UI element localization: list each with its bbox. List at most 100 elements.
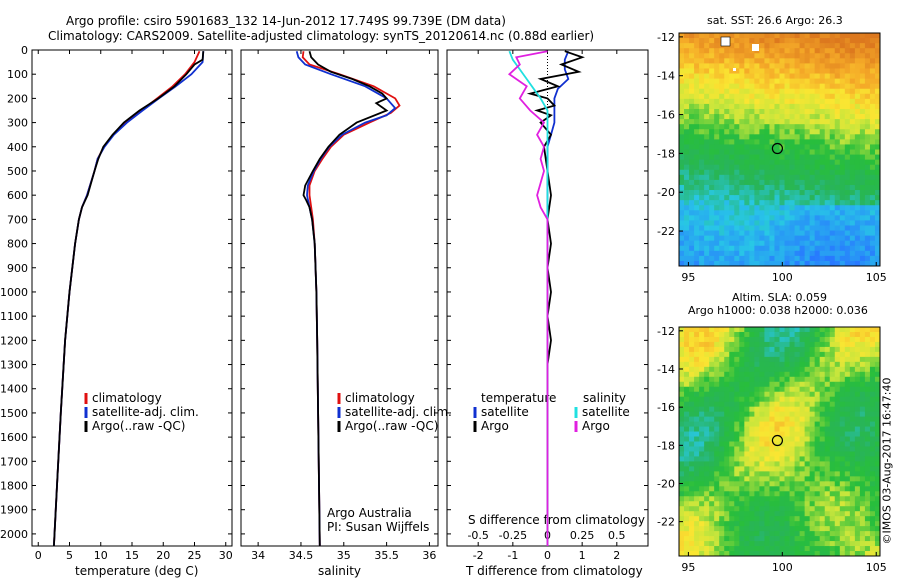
- sla-map-cell: [694, 431, 700, 437]
- difference-profile-s-tick-label: 0.25: [570, 529, 595, 542]
- sst-map-cell: [719, 159, 725, 166]
- sla-map-cell: [864, 361, 871, 368]
- sst-map-cell: [864, 119, 871, 125]
- sst-map-cell: [819, 134, 826, 140]
- sla-map-cell: [824, 391, 831, 398]
- sst-map-cell: [864, 174, 871, 181]
- sst-map-cell: [789, 184, 795, 191]
- sst-map-cell: [709, 108, 715, 115]
- sla-map-cell: [814, 511, 821, 517]
- sst-map-cell: [829, 78, 836, 85]
- sst-map-cell: [699, 205, 705, 211]
- sst-map-cell: [744, 63, 750, 69]
- sst-map-cell: [844, 139, 851, 145]
- sst-map-cell: [724, 53, 730, 59]
- sla-map-cell: [849, 331, 856, 338]
- sst-map-cell: [684, 174, 690, 181]
- sla-map-cell: [749, 441, 755, 447]
- sla-map-cell: [729, 451, 735, 457]
- sst-map-cell: [789, 33, 795, 39]
- sst-map-cell: [749, 88, 755, 95]
- sst-map-cell: [834, 255, 841, 262]
- sst-map-cell: [684, 33, 690, 39]
- sst-map-cell: [839, 260, 846, 267]
- sst-map-cell: [714, 68, 720, 74]
- sst-map-cell: [744, 230, 750, 237]
- sst-map-cell: [724, 58, 730, 64]
- sst-map-cell: [869, 58, 876, 64]
- sla-map-cell: [719, 381, 725, 388]
- sla-map-cell: [719, 521, 725, 527]
- sst-map-cell: [784, 255, 790, 262]
- sst-map-cell: [829, 205, 836, 211]
- sla-map-cell: [844, 446, 851, 452]
- sla-map-cell: [684, 501, 690, 507]
- sst-map-cell: [769, 103, 775, 110]
- sst-map-cell: [774, 210, 780, 216]
- sst-map-cell: [794, 114, 801, 120]
- sst-map-cell: [684, 43, 690, 49]
- sst-map-cell: [679, 124, 685, 130]
- sst-map-cell: [699, 200, 705, 206]
- sla-map-cell: [814, 486, 821, 492]
- sst-map-cell: [764, 190, 770, 196]
- sst-map-cell: [689, 33, 695, 39]
- sla-map-cell: [709, 401, 715, 408]
- sst-map-cell: [749, 103, 755, 110]
- sst-map-cell: [819, 33, 826, 39]
- sla-map-cell: [809, 426, 816, 432]
- sla-map-cell: [859, 386, 866, 393]
- sst-map-cell: [869, 240, 876, 247]
- sst-map-cell: [804, 93, 811, 100]
- sla-map-cell: [864, 546, 871, 552]
- sst-map-cell: [809, 240, 816, 247]
- sst-map-cell: [834, 108, 841, 115]
- sla-map-cell: [699, 446, 705, 452]
- sla-map-cell: [724, 431, 730, 437]
- sst-map-cell: [749, 250, 755, 257]
- sst-map-cell: [689, 88, 695, 95]
- sst-map-cell: [729, 250, 735, 257]
- sla-map-cell: [694, 356, 700, 363]
- sla-map-cell: [744, 436, 750, 442]
- sla-map-cell: [729, 441, 735, 447]
- sst-map-cell: [709, 240, 715, 247]
- sst-map-cell: [824, 190, 831, 196]
- sla-map-cell: [764, 327, 770, 333]
- sla-map-cell: [699, 496, 705, 502]
- sla-map-cell: [869, 551, 876, 557]
- sst-map-cell: [814, 240, 821, 247]
- sla-map-cell: [714, 476, 720, 482]
- sst-map-cell: [844, 225, 851, 231]
- sst-map-cell: [729, 210, 735, 216]
- sla-map-cell: [734, 376, 740, 383]
- sst-map-cell: [754, 230, 760, 237]
- sst-map-cell: [794, 195, 801, 201]
- sst-map-cell: [834, 83, 841, 90]
- sst-map-cell: [789, 78, 795, 85]
- sla-map-cell: [699, 327, 705, 333]
- sla-map-cell: [699, 376, 705, 383]
- sla-map-cell: [824, 506, 831, 512]
- sla-map-cell: [724, 446, 730, 452]
- sla-map-cell: [834, 511, 841, 517]
- sst-map-cell: [784, 124, 790, 130]
- sst-map-cell: [869, 169, 876, 176]
- sst-map-cell: [694, 245, 700, 252]
- sla-map-cell: [734, 461, 740, 467]
- sst-map-cell: [709, 184, 715, 191]
- sst-map-cell: [739, 164, 745, 171]
- sst-map-cell: [784, 190, 790, 196]
- sst-map-cell: [694, 190, 700, 196]
- sst-map-cell: [769, 230, 775, 237]
- sst-map-cell: [864, 144, 871, 150]
- sst-map-cell: [829, 68, 836, 74]
- sla-map-cell: [734, 466, 740, 472]
- sst-map-cell: [789, 98, 795, 105]
- sla-map-cell: [754, 536, 760, 542]
- sla-map-cell: [874, 491, 881, 497]
- sst-map-cell: [819, 73, 826, 79]
- sla-map-cell: [874, 371, 881, 378]
- sst-map-cell: [764, 195, 770, 201]
- sla-map-cell: [749, 391, 755, 398]
